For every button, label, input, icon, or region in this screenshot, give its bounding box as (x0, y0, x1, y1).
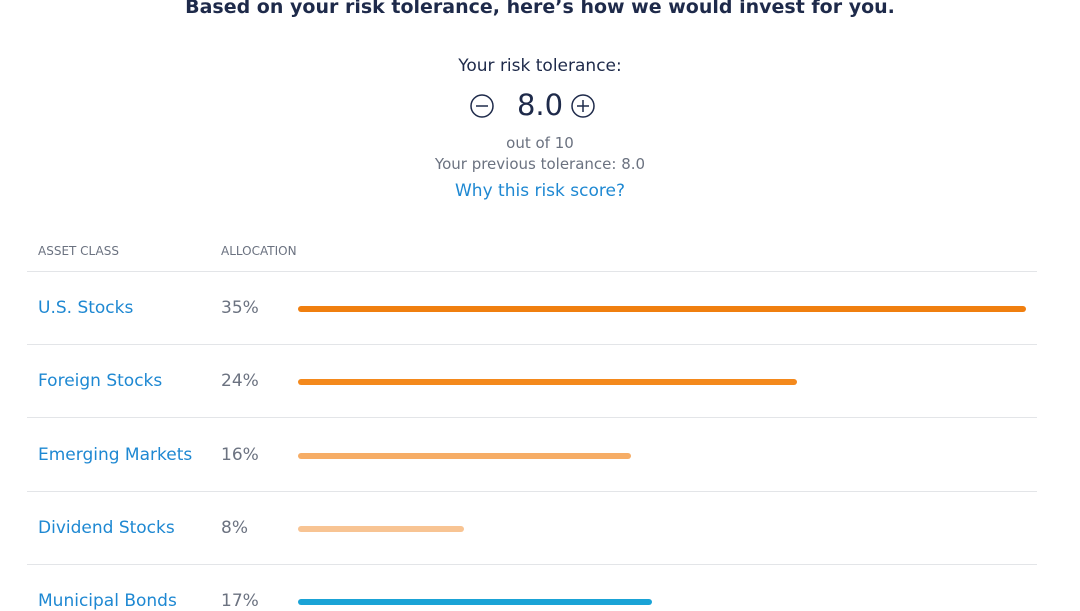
allocation-bar (298, 306, 1026, 312)
decrease-button[interactable] (469, 93, 495, 119)
allocation-label: 8% (221, 517, 248, 538)
risk-label: Your risk tolerance: (458, 56, 622, 76)
heading: Based on your risk tolerance, here’s how… (185, 0, 895, 18)
asset-link[interactable]: Emerging Markets (38, 444, 193, 465)
divider (27, 417, 1037, 419)
allocation-label: 35% (221, 298, 259, 318)
increase-button[interactable] (570, 93, 596, 119)
previous-tolerance: Your previous tolerance: 8.0 (434, 155, 646, 173)
allocation-bar (298, 452, 631, 459)
allocation-label: 17% (221, 591, 259, 611)
risk-scale: out of 10 (506, 134, 574, 152)
allocation-bar (298, 525, 465, 532)
asset-link[interactable]: U.S. Stocks (38, 298, 134, 318)
divider (27, 563, 1037, 565)
asset-link[interactable]: Municipal Bonds (38, 591, 177, 611)
divider (27, 490, 1037, 492)
asset-link[interactable]: Dividend Stocks (38, 517, 175, 538)
allocation-label: 24% (221, 371, 259, 392)
column-header: ALLOCATION (221, 244, 297, 258)
divider (27, 271, 1037, 272)
allocation-label: 16% (221, 444, 259, 465)
risk-score: 8.0 (516, 88, 564, 122)
asset-link[interactable]: Foreign Stocks (38, 371, 163, 392)
allocation-bar (298, 379, 798, 386)
why-link[interactable]: Why this risk score? (455, 181, 625, 201)
column-header: ASSET CLASS (38, 244, 119, 258)
allocation-bar (298, 599, 652, 606)
divider (27, 344, 1037, 345)
